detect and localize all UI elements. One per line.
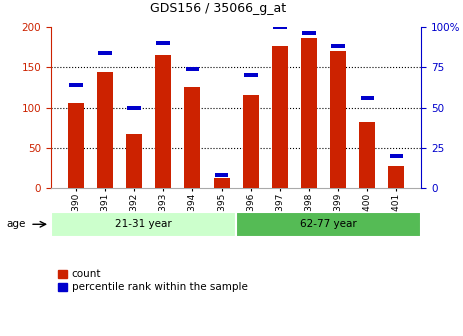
Bar — [330, 51, 346, 188]
Text: GDS156 / 35066_g_at: GDS156 / 35066_g_at — [150, 2, 286, 15]
Bar — [68, 103, 84, 188]
Bar — [155, 55, 171, 188]
Bar — [213, 178, 230, 188]
Bar — [51, 212, 236, 237]
Bar — [390, 154, 403, 158]
Bar — [236, 212, 421, 237]
Bar — [97, 72, 113, 188]
Bar — [69, 83, 82, 87]
Bar — [127, 106, 141, 110]
Bar — [243, 95, 259, 188]
Text: age: age — [6, 219, 25, 229]
Bar — [244, 73, 257, 77]
Bar — [388, 166, 405, 188]
Text: 62-77 year: 62-77 year — [300, 219, 357, 229]
Bar — [301, 38, 317, 188]
Bar — [126, 134, 142, 188]
Bar — [359, 122, 375, 188]
Bar — [361, 96, 374, 100]
Bar — [302, 31, 316, 35]
Bar — [186, 67, 199, 71]
Bar — [215, 173, 228, 177]
Bar — [98, 51, 112, 55]
Bar — [156, 41, 170, 45]
Text: 21-31 year: 21-31 year — [115, 219, 172, 229]
Bar — [273, 25, 287, 29]
Legend: count, percentile rank within the sample: count, percentile rank within the sample — [56, 267, 250, 295]
Bar — [272, 46, 288, 188]
Bar — [332, 44, 345, 48]
Bar — [184, 87, 200, 188]
